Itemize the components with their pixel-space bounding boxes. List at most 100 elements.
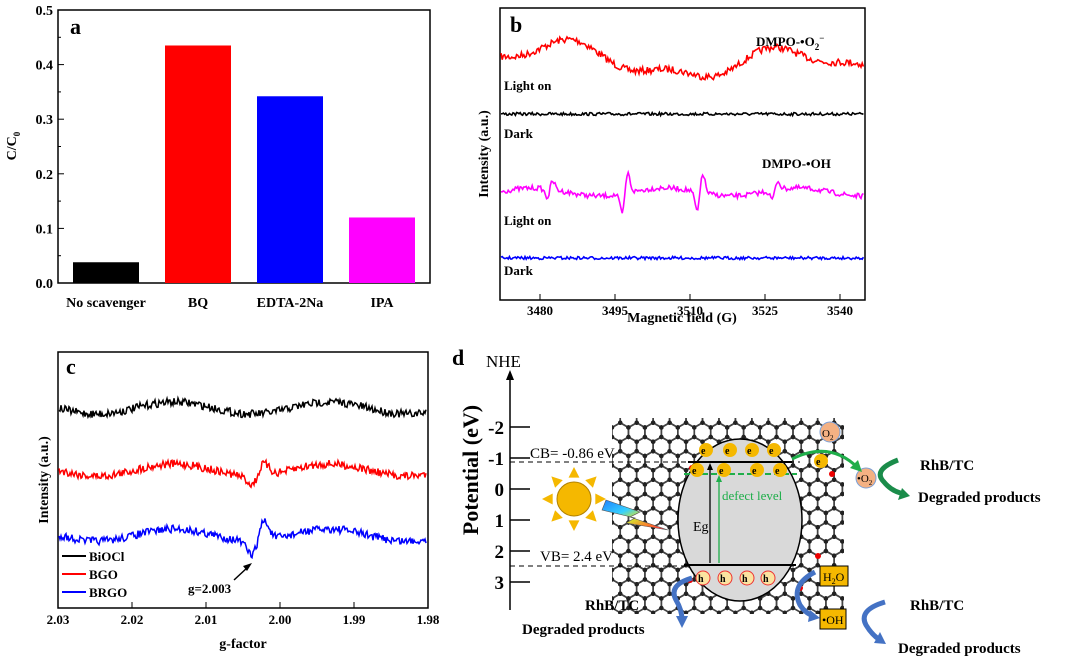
carbon-atom <box>807 510 812 516</box>
bar <box>165 45 231 283</box>
x-axis-label: g-factor <box>219 637 266 652</box>
carbon-atom <box>626 577 631 582</box>
carbon-atom <box>799 563 804 568</box>
carbon-atom <box>684 411 688 415</box>
carbon-atom <box>634 449 639 454</box>
carbon-atom <box>650 563 656 568</box>
carbon-atom <box>612 577 615 582</box>
carbon-atom <box>650 582 656 587</box>
carbon-atom <box>634 439 639 444</box>
electron-label: e <box>752 466 757 477</box>
carbon-atom <box>618 420 623 425</box>
carbon-atom <box>612 567 615 573</box>
carbon-atom <box>840 548 844 554</box>
x-tick-label: 2.02 <box>121 612 144 627</box>
carbon-atom <box>667 534 672 539</box>
carbon-atom <box>612 453 615 459</box>
x-tick-label: EDTA-2Na <box>257 296 324 311</box>
carbon-atom <box>667 449 672 454</box>
carbon-atom <box>618 468 623 473</box>
carbon-atom <box>602 421 606 425</box>
hole-label: h <box>763 574 769 585</box>
carbon-atom <box>602 592 606 596</box>
carbon-atom <box>612 548 615 554</box>
electron <box>750 463 764 477</box>
carbon-atom <box>626 406 630 410</box>
carbon-atom <box>634 477 639 482</box>
carbon-atom <box>741 605 746 611</box>
products-label: Degraded products <box>918 490 1041 506</box>
hole-label: h <box>698 574 704 585</box>
sun-ray <box>542 493 553 505</box>
carbon-atom <box>634 582 639 587</box>
x-tick-label: 3480 <box>527 303 553 318</box>
carbon-atom <box>602 582 606 586</box>
carbon-atom <box>675 539 681 544</box>
carbon-atom <box>823 520 829 525</box>
carbon-atom <box>618 439 623 444</box>
carbon-atom <box>815 610 820 614</box>
carbon-atom <box>823 482 829 487</box>
vb-label: VB= 2.4 eV <box>540 549 613 565</box>
carbon-atom <box>857 568 861 572</box>
panel-label: a <box>70 14 81 39</box>
carbon-atom <box>676 406 680 410</box>
electron-label: e <box>769 446 774 457</box>
carbon-atom <box>799 411 803 415</box>
carbon-atom <box>675 434 681 440</box>
carbon-atom <box>618 563 623 568</box>
x-tick-label: BQ <box>188 296 208 311</box>
carbon-atom <box>659 491 664 497</box>
y-tick-label: 0 <box>495 480 505 501</box>
sun-ray <box>585 510 597 522</box>
carbon-atom <box>840 539 844 544</box>
carbon-atom <box>815 468 820 473</box>
carbon-atom <box>831 553 837 558</box>
series-line <box>58 518 427 560</box>
carbon-atom <box>642 510 648 516</box>
y-tick-label: -1 <box>488 449 504 470</box>
carbon-atom <box>626 491 631 497</box>
carbon-atom <box>774 406 778 410</box>
carbon-atom <box>733 610 738 614</box>
x-tick-label: 3525 <box>752 303 779 318</box>
carbon-atom <box>650 506 656 511</box>
carbon-atom <box>626 463 631 468</box>
carbon-atom <box>683 439 689 444</box>
carbon-atom <box>840 482 844 487</box>
carbon-atom <box>700 591 705 596</box>
carbon-atom <box>651 411 655 415</box>
carbon-atom <box>782 591 787 596</box>
carbon-atom <box>634 506 639 511</box>
carbon-atom <box>857 549 861 553</box>
carbon-atom <box>815 420 820 425</box>
carbon-atom <box>650 610 656 614</box>
carbon-atom <box>659 520 664 525</box>
carbon-atom <box>832 411 836 415</box>
carbon-atom <box>642 434 648 440</box>
carbon-atom <box>618 553 623 558</box>
carbon-atom <box>848 440 852 444</box>
y-tick-label: 2 <box>495 542 505 563</box>
carbon-atom <box>807 406 811 410</box>
arrow-head-icon <box>808 610 820 622</box>
panel-b-epr-chart: b 3480 3495 3510 3525 3540 DMPO-•O2− DMPO-•O… <box>477 7 866 326</box>
electron-label: e <box>692 466 697 477</box>
superoxide-label: •O2 <box>857 473 873 487</box>
products-label: Degraded products <box>898 641 1021 657</box>
carbon-atom <box>612 539 615 544</box>
panel-label: b <box>510 12 522 37</box>
carbon-atom <box>659 482 664 487</box>
carbon-atom <box>848 592 852 596</box>
carbon-atom <box>774 605 779 611</box>
series-line <box>500 254 865 262</box>
carbon-atom <box>634 420 639 425</box>
carbon-atom <box>848 497 852 501</box>
plot-frame <box>499 7 866 301</box>
carbon-atom <box>659 425 664 430</box>
carbon-atom <box>757 605 763 611</box>
carbon-atom <box>667 563 672 568</box>
series-label: Dark <box>504 126 534 141</box>
carbon-atom <box>675 482 681 487</box>
carbon-atom <box>602 411 606 415</box>
